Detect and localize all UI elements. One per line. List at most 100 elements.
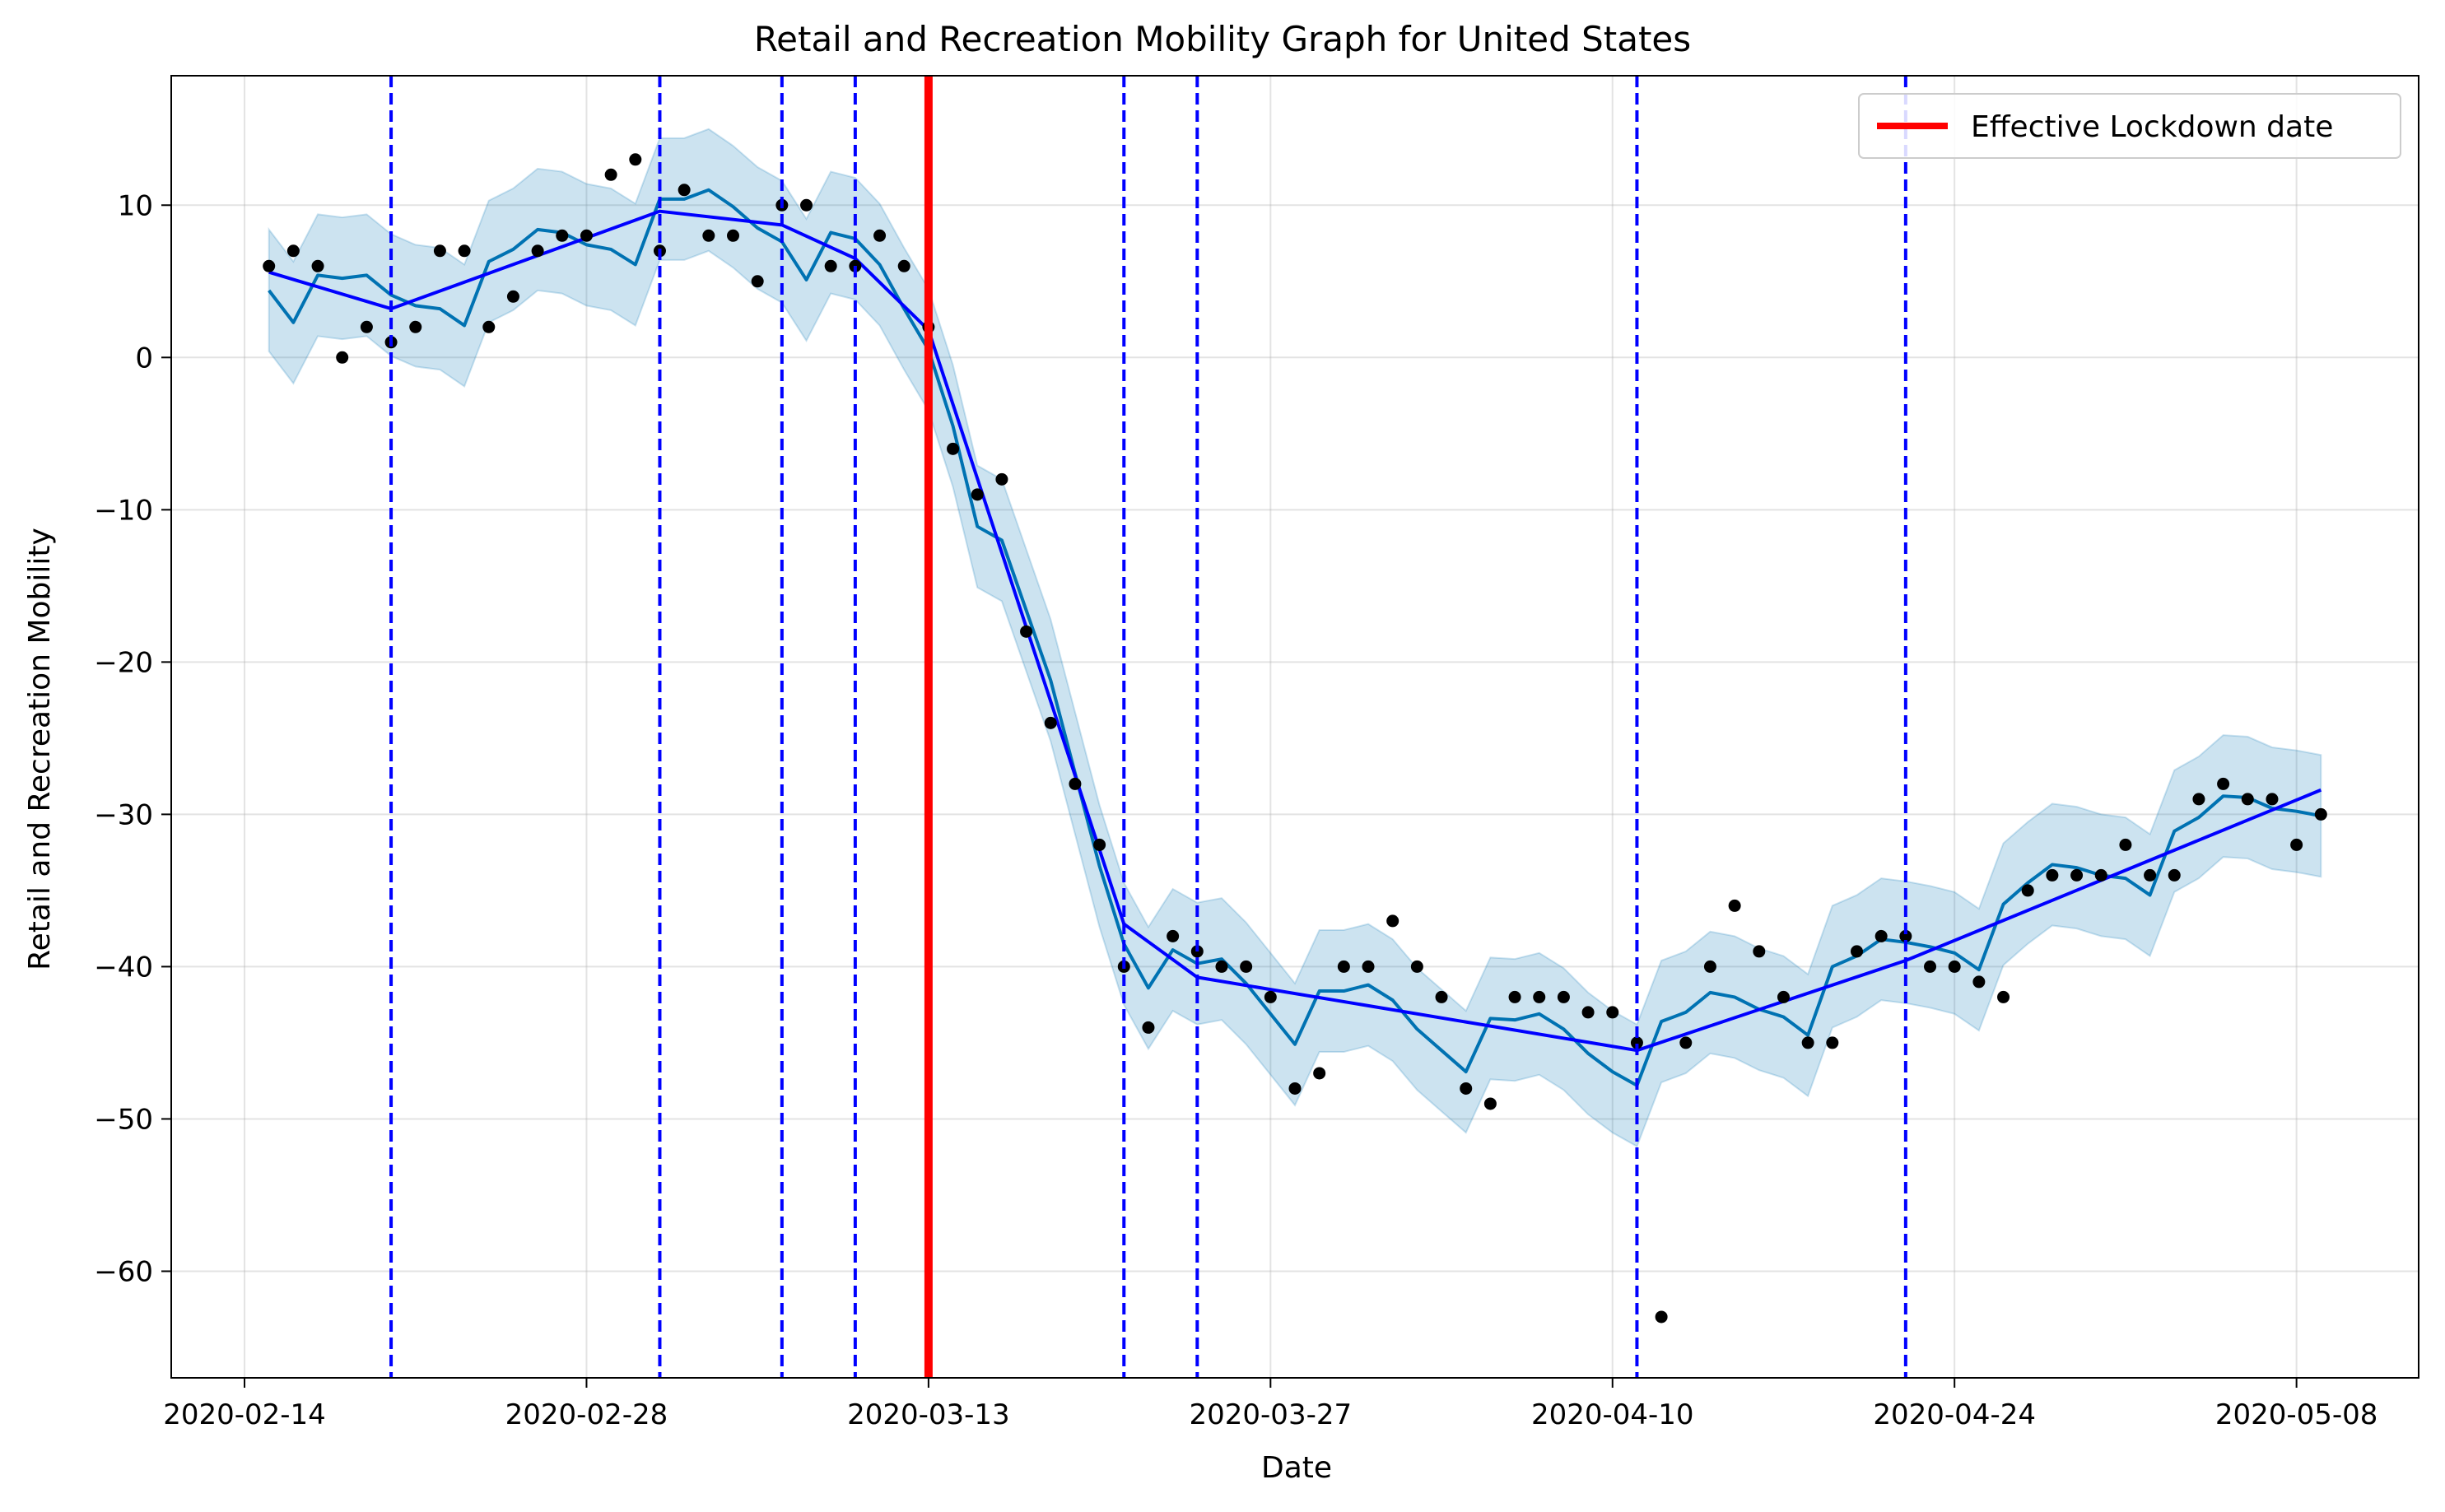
actual-data-point (1948, 960, 1961, 973)
actual-data-point (1020, 625, 1033, 638)
actual-data-point (2314, 807, 2327, 821)
actual-data-point (1851, 945, 1863, 958)
legend-lockdown-label: Effective Lockdown date (1971, 110, 2333, 144)
actual-data-point (409, 320, 422, 333)
actual-data-point (2144, 868, 2157, 882)
actual-data-point (311, 259, 324, 272)
x-tick-label: 2020-02-28 (505, 1398, 668, 1431)
x-tick-label: 2020-02-14 (163, 1398, 326, 1431)
actual-data-point (1240, 960, 1253, 973)
actual-data-point (482, 320, 496, 333)
actual-points-layer (263, 153, 2327, 1324)
chart-title: Retail and Recreation Mobility Graph for… (754, 19, 1691, 59)
actual-data-point (2217, 777, 2230, 790)
y-tick-label: −20 (94, 646, 153, 679)
actual-data-point (506, 290, 519, 303)
y-ticks-layer: 10 0 −10 −20 −30 −40 −50 −60 (94, 189, 171, 1288)
actual-data-point (1460, 1082, 1473, 1095)
actual-data-point (751, 275, 764, 288)
actual-data-point (1264, 990, 1277, 1003)
actual-data-point (1142, 1021, 1155, 1034)
actual-data-point (1606, 1006, 1619, 1019)
actual-data-point (947, 442, 960, 455)
actual-data-point (824, 259, 837, 272)
actual-data-point (1093, 838, 1106, 851)
actual-data-point (360, 320, 373, 333)
actual-data-point (1801, 1036, 1814, 1049)
actual-data-point (286, 244, 300, 258)
actual-data-point (2046, 868, 2059, 882)
actual-data-point (1435, 990, 1448, 1003)
actual-data-point (702, 229, 715, 242)
uncertainty-band (268, 128, 2322, 1148)
actual-data-point (1777, 990, 1790, 1003)
actual-data-point (995, 472, 1008, 486)
actual-data-point (458, 244, 471, 258)
actual-data-point (604, 168, 617, 181)
actual-data-point (1069, 777, 1082, 790)
actual-data-point (1044, 716, 1057, 729)
changepoint-layer (389, 76, 1907, 1378)
actual-data-point (1508, 990, 1521, 1003)
y-axis-label: Retail and Recreation Mobility (23, 528, 57, 970)
uncertainty-band-layer (268, 128, 2322, 1148)
legend-box (1858, 93, 2401, 159)
actual-data-point (2070, 868, 2084, 882)
actual-data-point (1386, 914, 1399, 928)
actual-data-point (1679, 1036, 1693, 1049)
actual-data-point (2094, 868, 2107, 882)
actual-data-point (1167, 929, 1180, 942)
actual-data-point (971, 488, 984, 501)
x-axis-label: Date (1261, 1451, 1332, 1485)
x-tick-label: 2020-03-13 (847, 1398, 1010, 1431)
actual-data-point (1362, 960, 1375, 973)
actual-data-point (2266, 793, 2279, 806)
actual-data-point (1703, 960, 1716, 973)
actual-data-point (897, 259, 910, 272)
actual-data-point (873, 229, 887, 242)
actual-data-point (1410, 960, 1423, 973)
actual-data-point (629, 153, 642, 166)
actual-data-point (2119, 838, 2132, 851)
actual-data-point (1215, 960, 1228, 973)
actual-data-point (1533, 990, 1546, 1003)
actual-data-point (1337, 960, 1350, 973)
x-ticks-layer: 2020-02-14 2020-02-28 2020-03-13 2020-03-27… (163, 1378, 2377, 1431)
actual-data-point (580, 229, 593, 242)
actual-data-point (531, 244, 544, 258)
actual-data-point (1753, 945, 1766, 958)
actual-data-point (678, 184, 691, 197)
actual-data-point (433, 244, 446, 258)
actual-data-point (1557, 990, 1570, 1003)
actual-data-point (1972, 975, 1986, 989)
y-tick-label: −10 (94, 494, 153, 527)
y-tick-label: 10 (118, 189, 153, 222)
actual-data-point (336, 351, 349, 364)
actual-data-point (1899, 929, 1912, 942)
actual-data-point (1630, 1036, 1643, 1049)
y-tick-label: 0 (135, 342, 153, 375)
actual-data-point (2168, 868, 2181, 882)
actual-data-point (556, 229, 569, 242)
actual-data-point (1826, 1036, 1839, 1049)
x-tick-label: 2020-04-10 (1531, 1398, 1694, 1431)
forecast-line (268, 188, 2322, 1087)
actual-data-point (2021, 884, 2034, 897)
forecast-layer (268, 188, 2322, 1087)
actual-data-point (800, 198, 813, 212)
actual-data-point (1874, 929, 1888, 942)
x-tick-label: 2020-04-24 (1873, 1398, 2036, 1431)
y-tick-label: −30 (94, 798, 153, 831)
actual-data-point (1655, 1310, 1668, 1324)
actual-data-point (1997, 990, 2010, 1003)
actual-data-point (1288, 1082, 1302, 1095)
actual-data-point (2192, 793, 2205, 806)
actual-data-point (1483, 1097, 1497, 1110)
y-tick-label: −40 (94, 951, 153, 984)
actual-data-point (1924, 960, 1937, 973)
plot-frame (170, 75, 2419, 1379)
actual-data-point (1728, 899, 1741, 912)
